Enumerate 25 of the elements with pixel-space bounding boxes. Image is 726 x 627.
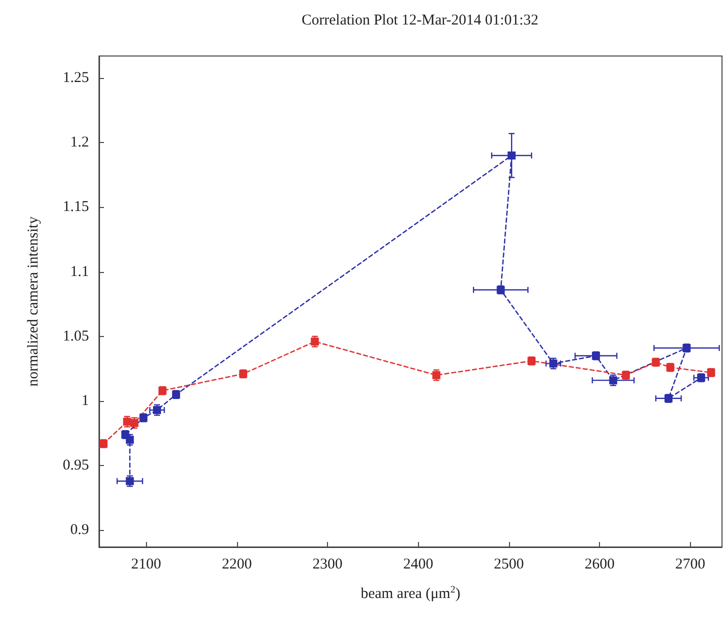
y-tick-label: 1.25 (62, 70, 89, 86)
point (432, 371, 440, 380)
x-tick-label: 2400 (403, 556, 434, 572)
x-tick-label: 2600 (584, 556, 615, 572)
x-tick-label: 2300 (312, 556, 343, 572)
point (549, 360, 558, 368)
point (153, 406, 162, 414)
y-axis-title: normalized camera intensity (26, 216, 42, 386)
point (310, 338, 319, 346)
y-tick-label: 1.15 (62, 199, 89, 216)
point (126, 477, 134, 486)
y-tick-label: 1.1 (70, 264, 89, 280)
point (508, 151, 516, 160)
y-tick-label: 1.05 (62, 328, 89, 344)
x-tick-label: 2200 (222, 556, 252, 572)
y-tick-label: 1.2 (70, 134, 89, 151)
x-tick-label: 2700 (675, 556, 706, 572)
chart-title: Correlation Plot 12-Mar-2014 01:01:32 (302, 12, 538, 28)
y-tick-label: 0.95 (62, 458, 89, 474)
y-tick-label: 0.9 (70, 522, 89, 538)
point (609, 376, 618, 384)
point (100, 440, 108, 448)
y-tick-label: 1 (82, 392, 89, 409)
x-tick-label: 2500 (494, 556, 524, 572)
x-tick-label: 2100 (131, 556, 162, 572)
